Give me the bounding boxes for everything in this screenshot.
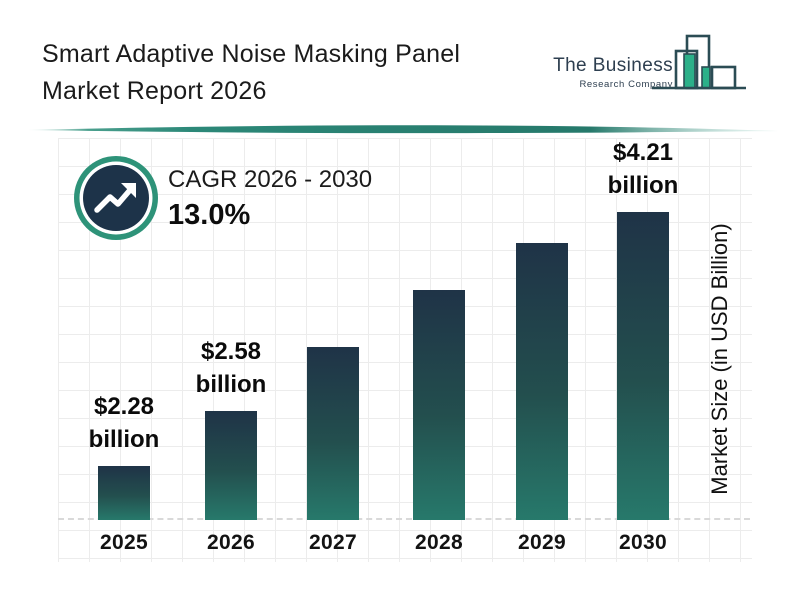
y-axis-label: Market Size (in USD Billion) [707,223,732,495]
bar-2026 [205,411,257,520]
cagr-value: 13.0% [168,199,251,231]
company-logo: The Business Research Company [545,26,760,98]
x-axis-label-2028: 2028 [415,531,463,554]
x-axis-label-2027: 2027 [309,531,357,554]
company-name: The Business [553,55,673,76]
cagr-text-block: CAGR 2026 - 2030 13.0% [168,166,372,232]
x-axis-label-2025: 2025 [100,531,148,554]
bar-2025 [98,466,150,520]
bar-value-label-2025: $2.28 billion [88,393,160,453]
x-axis-baseline [58,518,750,520]
bar-value-label-2030: $4.21 billion [607,139,679,199]
bar-value-label-2026: $2.58 billion [195,338,267,398]
x-axis-label-2029: 2029 [518,531,566,554]
bar-2027 [307,347,359,520]
x-axis-label-2030: 2030 [619,531,667,554]
divider-swoosh [28,125,778,134]
bar-2029 [516,243,568,520]
bar-2030 [617,212,669,520]
page-title-line1: Smart Adaptive Noise Masking Panel [42,40,461,68]
cagr-label: CAGR 2026 - 2030 [168,166,373,193]
x-axis-label-2026: 2026 [207,531,255,554]
page-title-line2: Market Report 2026 [42,77,267,105]
logo-bar-chart-icon [652,34,746,90]
company-logo-text: The Business Research Company [545,55,673,90]
cagr-trend-up-icon [74,156,158,240]
page-title: Smart Adaptive Noise Masking Panel Marke… [42,36,460,110]
company-subtitle: Research Company [579,79,673,90]
bar-2028 [413,290,465,520]
